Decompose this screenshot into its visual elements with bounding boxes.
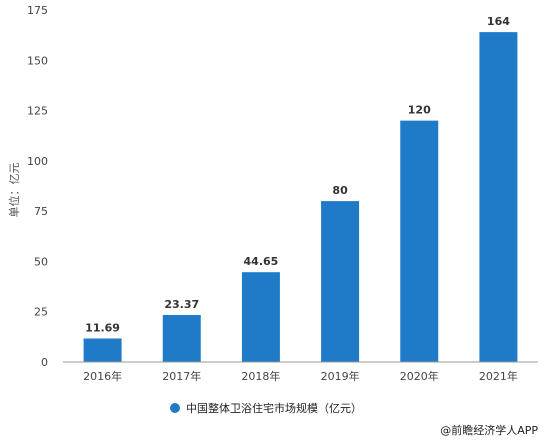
- x-tick-label: 2017年: [162, 369, 201, 383]
- x-tick-label: 2019年: [321, 369, 360, 383]
- legend-marker: [170, 403, 180, 413]
- data-labels: 11.69 23.37 44.65 80 120 164: [85, 15, 510, 334]
- x-tick-label: 2016年: [83, 369, 122, 383]
- y-tick-label: 100: [27, 155, 48, 168]
- bar-5: [479, 32, 518, 363]
- y-tick-label: 125: [27, 105, 48, 118]
- y-tick-labels: 0 25 50 75 100 125 150 175: [27, 4, 48, 369]
- x-tick-label: 2018年: [241, 369, 280, 383]
- data-label: 44.65: [244, 255, 279, 268]
- y-tick-label: 175: [27, 4, 48, 17]
- bar-4: [400, 120, 439, 362]
- bar-1: [162, 314, 201, 362]
- bar-3: [321, 201, 360, 362]
- footer-credit: @前瞻经济学人APP: [440, 423, 538, 437]
- data-label: 80: [332, 184, 348, 197]
- data-label: 120: [408, 104, 431, 117]
- y-axis-label: 单位：亿元: [7, 163, 21, 218]
- x-tick-label: 2021年: [479, 369, 518, 383]
- bars-group: [83, 32, 518, 363]
- data-label: 23.37: [164, 298, 199, 311]
- x-tick-label: 2020年: [400, 369, 439, 383]
- y-tick-label: 150: [27, 54, 48, 67]
- y-tick-label: 50: [34, 255, 48, 268]
- y-tick-label: 25: [34, 306, 48, 319]
- data-label: 11.69: [85, 321, 120, 334]
- data-label: 164: [487, 15, 510, 28]
- x-tick-labels: 2016年 2017年 2018年 2019年 2020年 2021年: [83, 369, 518, 383]
- legend-label: 中国整体卫浴住宅市场规模（亿元）: [186, 401, 362, 415]
- y-tick-label: 0: [41, 356, 48, 369]
- bar-2: [241, 272, 280, 362]
- y-tick-label: 75: [34, 205, 48, 218]
- bar-0: [83, 338, 122, 362]
